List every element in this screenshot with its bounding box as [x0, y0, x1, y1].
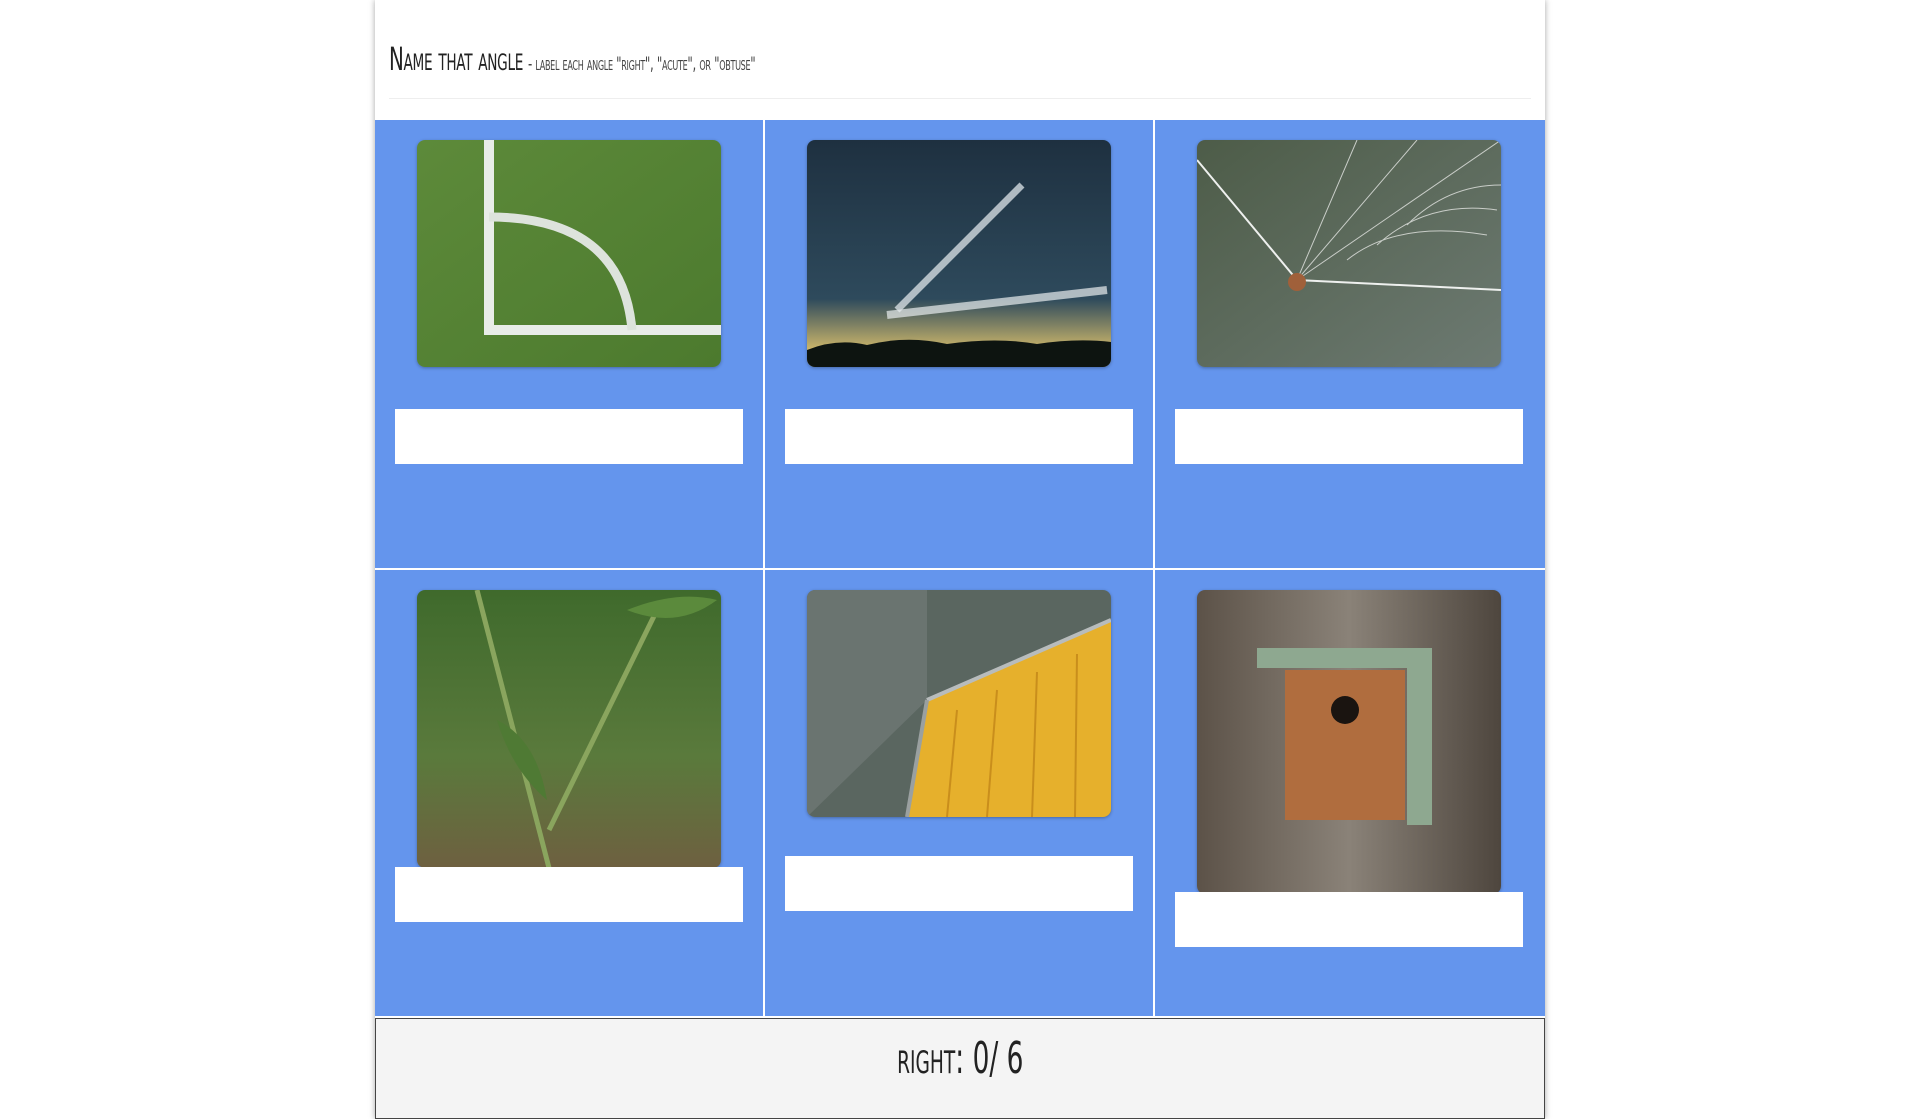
angle-answer-input[interactable]: [395, 867, 743, 922]
title-text: Name that angle: [389, 40, 524, 78]
angle-card: [1155, 570, 1545, 1018]
birdhouse-photo: [1197, 590, 1501, 894]
angle-answer-input[interactable]: [1175, 409, 1523, 464]
score-value: right: 0/ 6: [896, 1033, 1024, 1084]
angle-answer-input[interactable]: [1175, 892, 1523, 947]
angle-answer-input[interactable]: [395, 409, 743, 464]
field-corner-photo: [417, 140, 721, 367]
page-container: Name that angle - label each angle "right…: [375, 0, 1545, 1119]
header: Name that angle - label each angle "right…: [389, 0, 1531, 99]
contrails-photo: [807, 140, 1111, 367]
page-subtitle: - label each angle "right", "acute", or …: [527, 53, 756, 75]
angle-answer-input[interactable]: [785, 856, 1133, 911]
angle-card: [1155, 120, 1545, 570]
score-bar: right: 0/ 6: [375, 1018, 1545, 1119]
angle-card: [375, 120, 765, 570]
angle-answer-input[interactable]: [785, 409, 1133, 464]
angle-card: [765, 120, 1155, 570]
page-title: Name that angle - label each angle "right…: [389, 40, 756, 78]
plant-stem-photo: [417, 590, 721, 868]
angle-card: [375, 570, 765, 1018]
gym-floor-corner-photo: [807, 590, 1111, 817]
score-text: right: 0/ 6: [376, 1033, 1544, 1084]
angle-card: [765, 570, 1155, 1018]
spider-web-photo: [1197, 140, 1501, 367]
angle-grid: [375, 120, 1545, 1018]
